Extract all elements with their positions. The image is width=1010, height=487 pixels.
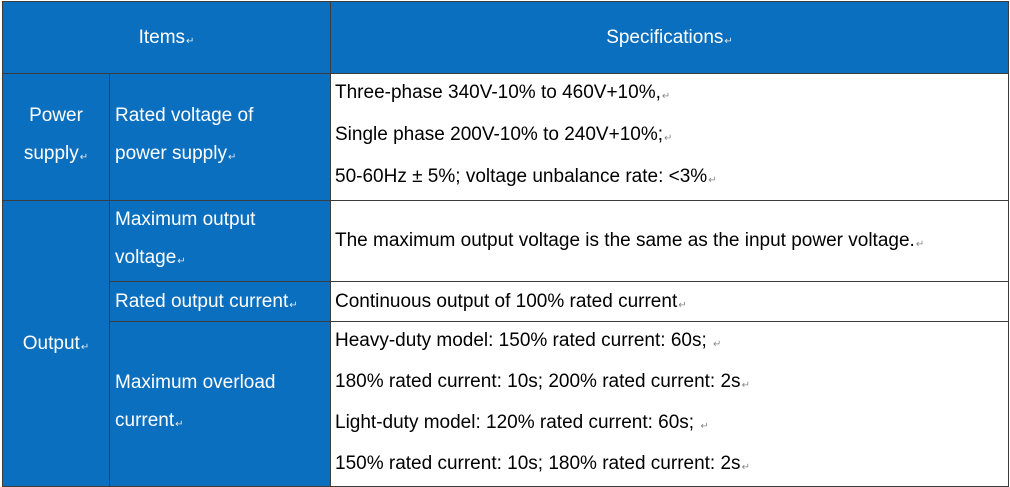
rated-voltage-label: Rated voltage of power supply↵ <box>109 73 331 201</box>
max-overload-current-value: Heavy-duty model: 150% rated current: 60… <box>330 321 1009 487</box>
max-output-voltage-label: Maximum output voltage↵ <box>109 200 331 282</box>
rated-output-current-value: Continuous output of 100% rated current↵ <box>330 281 1009 322</box>
max-overload-current-label: Maximum overload current↵ <box>109 321 331 487</box>
power-supply-row: Power supply↵ Rated voltage of power sup… <box>2 73 1009 201</box>
max-overload-current-row: Maximum overload current↵ Heavy-duty mod… <box>3 321 1009 487</box>
power-supply-category: Power supply↵ <box>2 73 110 201</box>
header-row: Items↵ Specifications↵ <box>2 1 1009 74</box>
rated-voltage-value: Three-phase 340V-10% to 460V+10%,↵ Singl… <box>330 73 1009 201</box>
max-output-voltage-row: Output↵ Maximum output voltage↵ The maxi… <box>2 200 1009 487</box>
specifications-header: Specifications↵ <box>330 1 1009 74</box>
output-category: Output↵ <box>2 200 110 487</box>
rated-output-current-row: Rated output current↵ Continuous output … <box>3 281 1009 322</box>
rated-output-current-label: Rated output current↵ <box>109 281 331 322</box>
max-output-voltage-value: The maximum output voltage is the same a… <box>330 200 1009 282</box>
items-header: Items↵ <box>2 1 331 74</box>
